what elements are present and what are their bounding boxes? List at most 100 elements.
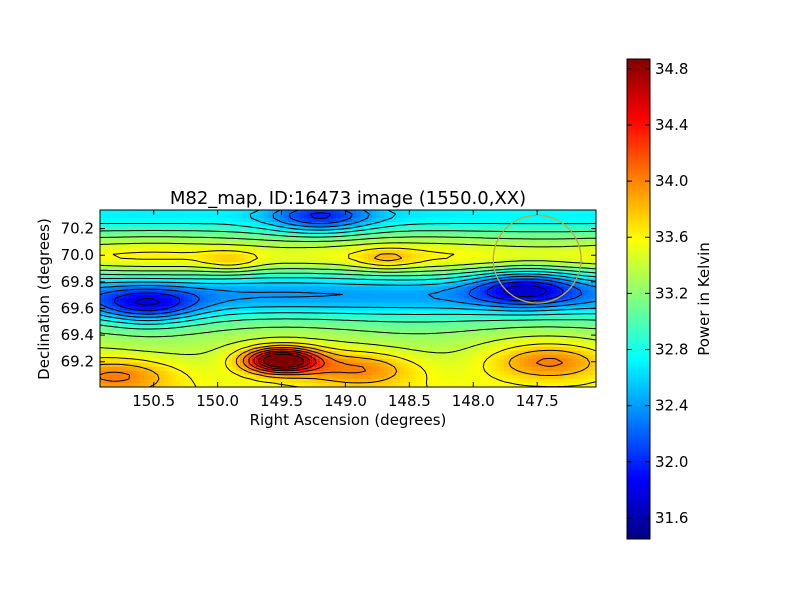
heatmap-cell xyxy=(588,298,593,304)
heatmap-cell xyxy=(516,262,521,267)
heatmap-cell xyxy=(292,354,297,360)
heatmap-cell xyxy=(352,242,357,247)
heatmap-cell xyxy=(288,314,293,320)
heatmap-cell xyxy=(332,266,337,271)
heatmap-cell xyxy=(376,334,381,340)
heatmap-cell xyxy=(508,218,513,223)
heatmap-cell xyxy=(440,210,445,215)
heatmap-cell xyxy=(204,342,209,348)
heatmap-cell xyxy=(280,322,285,328)
heatmap-cell xyxy=(580,278,585,284)
heatmap-cell xyxy=(328,214,333,219)
heatmap-cell xyxy=(592,330,596,336)
heatmap-cell xyxy=(288,306,293,312)
heatmap-cell xyxy=(496,294,501,300)
heatmap-cell xyxy=(216,286,221,292)
heatmap-cell xyxy=(316,358,321,364)
heatmap-cell xyxy=(464,302,469,308)
heatmap-cell xyxy=(136,342,141,348)
heatmap-cell xyxy=(192,322,197,328)
heatmap-cell xyxy=(272,254,277,259)
heatmap-cell xyxy=(348,270,353,275)
heatmap-cell xyxy=(376,366,381,372)
heatmap-cell xyxy=(568,218,573,223)
heatmap-cell xyxy=(172,298,177,304)
heatmap-cell xyxy=(272,286,277,292)
heatmap-cell xyxy=(192,342,197,348)
heatmap-cell xyxy=(132,262,137,267)
heatmap-cell xyxy=(392,298,397,304)
heatmap-cell xyxy=(348,218,353,223)
heatmap-cell xyxy=(480,322,485,328)
heatmap-cell xyxy=(180,222,185,227)
heatmap-cell xyxy=(208,278,213,284)
heatmap-cell xyxy=(164,266,169,271)
heatmap-cell xyxy=(568,226,573,231)
heatmap-cell xyxy=(272,242,277,247)
heatmap-cell xyxy=(352,258,357,263)
heatmap-cell xyxy=(408,258,413,263)
heatmap-cell xyxy=(180,262,185,267)
heatmap-cell xyxy=(300,282,305,288)
heatmap-cell xyxy=(320,254,325,259)
heatmap-cell xyxy=(124,214,129,219)
heatmap-cell xyxy=(376,274,381,279)
heatmap-cell xyxy=(352,330,357,336)
heatmap-cell xyxy=(328,266,333,271)
heatmap-cell xyxy=(232,330,237,336)
heatmap-cell xyxy=(500,282,505,288)
heatmap-cell xyxy=(432,342,437,348)
heatmap-cell xyxy=(576,238,581,243)
heatmap-cell xyxy=(456,214,461,219)
heatmap-cell xyxy=(172,342,177,348)
heatmap-cell xyxy=(360,330,365,336)
heatmap-cell xyxy=(272,326,277,332)
heatmap-cell xyxy=(280,306,285,312)
heatmap-cell xyxy=(436,362,441,368)
heatmap-cell xyxy=(292,342,297,348)
heatmap-cell xyxy=(564,230,569,235)
heatmap-cell xyxy=(556,346,561,352)
heatmap-cell xyxy=(448,210,453,215)
heatmap-cell xyxy=(380,326,385,332)
heatmap-cell xyxy=(444,230,449,235)
heatmap-cell xyxy=(120,270,125,275)
heatmap-cell xyxy=(364,330,369,336)
heatmap-cell xyxy=(128,342,133,348)
heatmap-cell xyxy=(236,278,241,284)
heatmap-cell xyxy=(200,354,205,360)
heatmap-cell xyxy=(524,310,529,316)
heatmap-cell xyxy=(584,326,589,332)
heatmap-cell xyxy=(300,302,305,308)
heatmap-cell xyxy=(264,334,269,340)
heatmap-cell xyxy=(192,306,197,312)
heatmap-cell xyxy=(508,342,513,348)
heatmap-cell xyxy=(112,222,117,227)
heatmap-cell xyxy=(212,306,217,312)
heatmap-cell xyxy=(120,322,125,328)
heatmap-cell xyxy=(344,290,349,296)
heatmap-cell xyxy=(384,254,389,259)
heatmap-cell xyxy=(244,278,249,284)
heatmap-cell xyxy=(112,334,117,340)
heatmap-cell xyxy=(236,314,241,320)
heatmap-cell xyxy=(240,214,245,219)
heatmap-cell xyxy=(152,238,157,243)
heatmap-cell xyxy=(532,230,537,235)
heatmap-cell xyxy=(388,354,393,360)
heatmap-cell xyxy=(324,350,329,356)
heatmap-cell xyxy=(540,262,545,267)
heatmap-cell xyxy=(500,366,505,372)
heatmap-cell xyxy=(420,326,425,332)
heatmap-cell xyxy=(528,226,533,231)
heatmap-cell xyxy=(540,222,545,227)
heatmap-cell xyxy=(160,246,165,251)
heatmap-cell xyxy=(320,270,325,275)
heatmap-cell xyxy=(180,266,185,271)
heatmap-cell xyxy=(232,214,237,219)
heatmap-cell xyxy=(180,326,185,332)
heatmap-cell xyxy=(532,362,537,368)
heatmap-cell xyxy=(164,246,169,251)
heatmap-cell xyxy=(340,306,345,312)
heatmap-cell xyxy=(492,358,497,364)
